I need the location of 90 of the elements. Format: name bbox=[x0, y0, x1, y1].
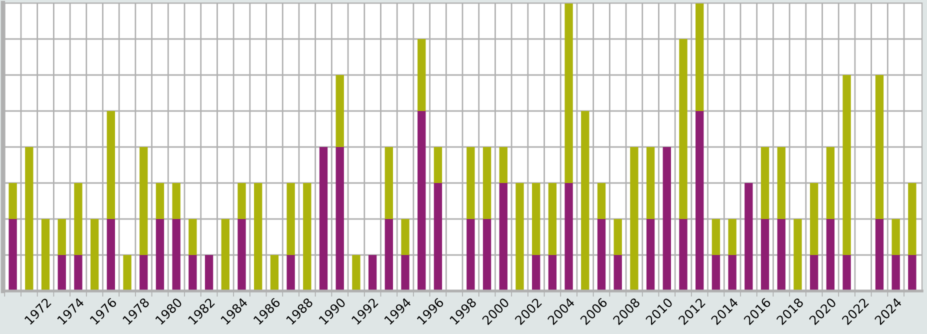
bar bbox=[564, 3, 573, 183]
bar bbox=[597, 183, 606, 219]
bar bbox=[712, 219, 720, 255]
bar bbox=[548, 255, 557, 291]
bar bbox=[466, 219, 475, 291]
bar bbox=[384, 219, 394, 291]
bar bbox=[90, 219, 99, 291]
bar bbox=[548, 183, 557, 255]
bar bbox=[172, 219, 180, 291]
bar bbox=[875, 75, 884, 219]
bar bbox=[614, 219, 622, 255]
bar bbox=[418, 111, 426, 291]
bar bbox=[352, 255, 360, 291]
bar bbox=[434, 147, 442, 183]
bar bbox=[810, 255, 818, 291]
bar bbox=[662, 147, 671, 291]
bar bbox=[646, 147, 655, 219]
bar bbox=[188, 255, 197, 291]
bar bbox=[794, 219, 802, 291]
bar bbox=[482, 147, 492, 219]
bar bbox=[401, 219, 410, 255]
bar bbox=[842, 75, 851, 255]
bar bbox=[908, 255, 916, 291]
bar bbox=[204, 255, 214, 291]
bar bbox=[564, 183, 573, 291]
bar bbox=[499, 183, 508, 291]
bar bbox=[892, 255, 900, 291]
bar bbox=[8, 219, 17, 291]
bar bbox=[810, 183, 818, 255]
bar bbox=[532, 255, 540, 291]
bar bbox=[41, 219, 50, 291]
bar bbox=[696, 111, 704, 291]
bar bbox=[74, 255, 82, 291]
bar bbox=[728, 219, 736, 255]
bar bbox=[336, 75, 344, 147]
bar bbox=[156, 183, 164, 219]
bar bbox=[482, 219, 492, 291]
bar bbox=[760, 147, 770, 219]
bar bbox=[368, 255, 377, 291]
bar bbox=[614, 255, 622, 291]
bar bbox=[238, 183, 246, 219]
bar bbox=[679, 219, 688, 291]
bar bbox=[712, 255, 720, 291]
bar bbox=[140, 255, 148, 291]
bar bbox=[221, 219, 230, 291]
bar bbox=[319, 147, 328, 291]
bar bbox=[270, 255, 279, 291]
bar bbox=[286, 183, 295, 255]
bar bbox=[254, 183, 262, 291]
bar bbox=[384, 147, 394, 219]
bar bbox=[777, 147, 786, 219]
bar bbox=[58, 219, 66, 255]
bar bbox=[777, 219, 786, 291]
bar bbox=[875, 219, 884, 291]
bar bbox=[679, 39, 688, 219]
bar bbox=[156, 219, 164, 291]
bar bbox=[696, 3, 704, 111]
bar bbox=[826, 219, 835, 291]
bar bbox=[172, 183, 180, 219]
bar bbox=[630, 147, 638, 291]
bar bbox=[140, 147, 148, 255]
bar bbox=[532, 183, 540, 255]
bar bbox=[74, 183, 82, 255]
bar bbox=[646, 219, 655, 291]
bar bbox=[286, 255, 295, 291]
bar bbox=[728, 255, 736, 291]
bar bbox=[760, 219, 770, 291]
bar bbox=[434, 183, 442, 291]
bar bbox=[401, 255, 410, 291]
bar bbox=[25, 147, 34, 291]
bar bbox=[336, 147, 344, 291]
bar bbox=[106, 111, 116, 219]
bar bbox=[744, 183, 753, 291]
bar bbox=[842, 255, 851, 291]
bar bbox=[188, 219, 197, 255]
bar bbox=[581, 111, 590, 291]
bar bbox=[597, 219, 606, 291]
bar bbox=[8, 183, 17, 219]
bar bbox=[892, 219, 900, 255]
bar bbox=[58, 255, 66, 291]
bar bbox=[499, 147, 508, 183]
bar bbox=[238, 219, 246, 291]
bar bbox=[908, 183, 916, 255]
bar bbox=[826, 147, 835, 219]
bar bbox=[106, 219, 116, 291]
bar bbox=[418, 39, 426, 111]
bar bbox=[303, 183, 312, 291]
bar bbox=[123, 255, 132, 291]
bar bbox=[466, 147, 475, 219]
bar bbox=[516, 183, 524, 291]
